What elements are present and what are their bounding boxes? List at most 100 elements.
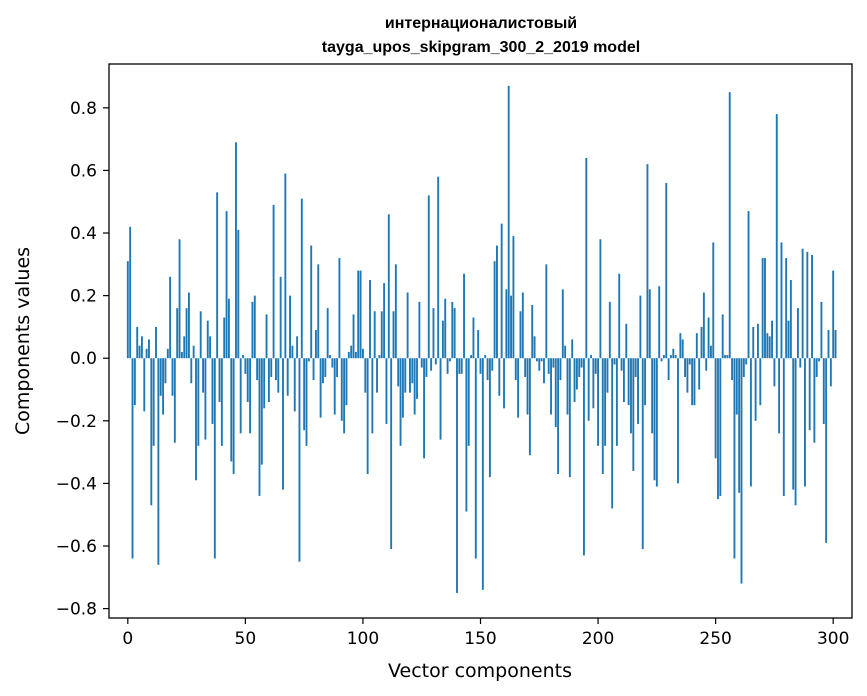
x-tick-label: 200 xyxy=(582,629,614,649)
bar xyxy=(615,358,618,446)
x-tick-label: 300 xyxy=(817,629,849,649)
x-axis: 0 50 100 150 200 250 300 xyxy=(122,618,849,649)
bar xyxy=(256,358,259,381)
bar xyxy=(733,358,736,559)
bar xyxy=(712,242,715,359)
bar xyxy=(517,358,520,418)
bar xyxy=(456,358,458,593)
bar xyxy=(493,261,496,359)
bar xyxy=(778,358,781,434)
bar xyxy=(350,345,353,359)
bar xyxy=(705,358,708,371)
bar xyxy=(653,358,656,481)
bar xyxy=(533,336,536,359)
bar xyxy=(496,245,498,359)
bar xyxy=(413,358,416,415)
bar xyxy=(514,358,517,381)
bar xyxy=(684,358,686,377)
bar xyxy=(660,358,663,362)
bar xyxy=(550,358,552,415)
bar xyxy=(354,351,357,359)
bar xyxy=(484,355,487,359)
bar xyxy=(216,192,219,359)
bar xyxy=(242,355,244,359)
x-tick-label: 100 xyxy=(347,629,379,649)
bar xyxy=(272,204,275,359)
bar xyxy=(717,358,719,500)
bar xyxy=(270,358,273,377)
bar xyxy=(674,355,677,359)
bar xyxy=(324,358,327,377)
bar xyxy=(183,336,186,359)
bar xyxy=(773,358,776,387)
bar xyxy=(472,317,475,359)
bar xyxy=(474,358,477,559)
bar xyxy=(665,182,668,359)
bar xyxy=(818,358,821,362)
bar xyxy=(618,273,621,359)
bar xyxy=(451,301,454,359)
bar xyxy=(528,358,531,456)
bar xyxy=(728,92,731,359)
bar xyxy=(166,348,169,359)
bar xyxy=(206,320,209,359)
bar xyxy=(282,358,284,490)
bar xyxy=(775,114,778,359)
bar xyxy=(827,330,830,359)
bar xyxy=(378,355,381,359)
bar xyxy=(714,358,717,459)
chart-title: интернационалистовый xyxy=(385,15,577,32)
bar xyxy=(352,314,355,359)
bar xyxy=(709,345,712,359)
bar xyxy=(503,358,505,409)
bar xyxy=(726,355,729,359)
bar xyxy=(253,295,256,359)
bar xyxy=(291,345,294,359)
bar xyxy=(169,276,172,359)
bar xyxy=(787,320,790,359)
chart-subtitle: tayga_upos_skipgram_300_2_2019 model xyxy=(322,39,640,56)
bar xyxy=(157,358,160,565)
bar xyxy=(129,226,132,359)
bar xyxy=(566,358,569,415)
bar xyxy=(401,358,404,418)
y-tick-label: −0.6 xyxy=(56,537,97,557)
bar xyxy=(785,258,788,359)
bar xyxy=(486,358,489,381)
bar xyxy=(545,264,548,359)
bar xyxy=(808,358,811,431)
bar xyxy=(575,358,578,390)
bar xyxy=(829,358,832,387)
bar xyxy=(246,358,249,403)
bar xyxy=(738,358,741,493)
bar xyxy=(338,258,341,359)
bar xyxy=(724,355,726,359)
bar xyxy=(693,358,696,406)
bar xyxy=(688,358,691,365)
bar xyxy=(606,358,609,393)
bar xyxy=(526,358,529,415)
y-tick-label: −0.2 xyxy=(56,412,97,432)
bar xyxy=(286,358,289,396)
bar xyxy=(383,283,386,359)
bar xyxy=(524,358,527,377)
bar xyxy=(180,351,183,359)
bar xyxy=(491,358,494,371)
bar xyxy=(825,358,828,543)
bar xyxy=(220,358,223,446)
bar xyxy=(662,355,665,359)
bar xyxy=(143,358,146,412)
bar xyxy=(594,358,597,374)
bar xyxy=(477,330,480,359)
bar xyxy=(467,358,470,446)
bar xyxy=(343,358,346,434)
bar xyxy=(796,308,799,359)
bar xyxy=(813,358,816,443)
bar xyxy=(150,358,153,506)
bar xyxy=(583,358,585,556)
bar xyxy=(601,358,604,475)
bar xyxy=(437,176,440,359)
bar xyxy=(679,333,682,359)
bar xyxy=(244,358,247,374)
bar xyxy=(197,358,200,446)
